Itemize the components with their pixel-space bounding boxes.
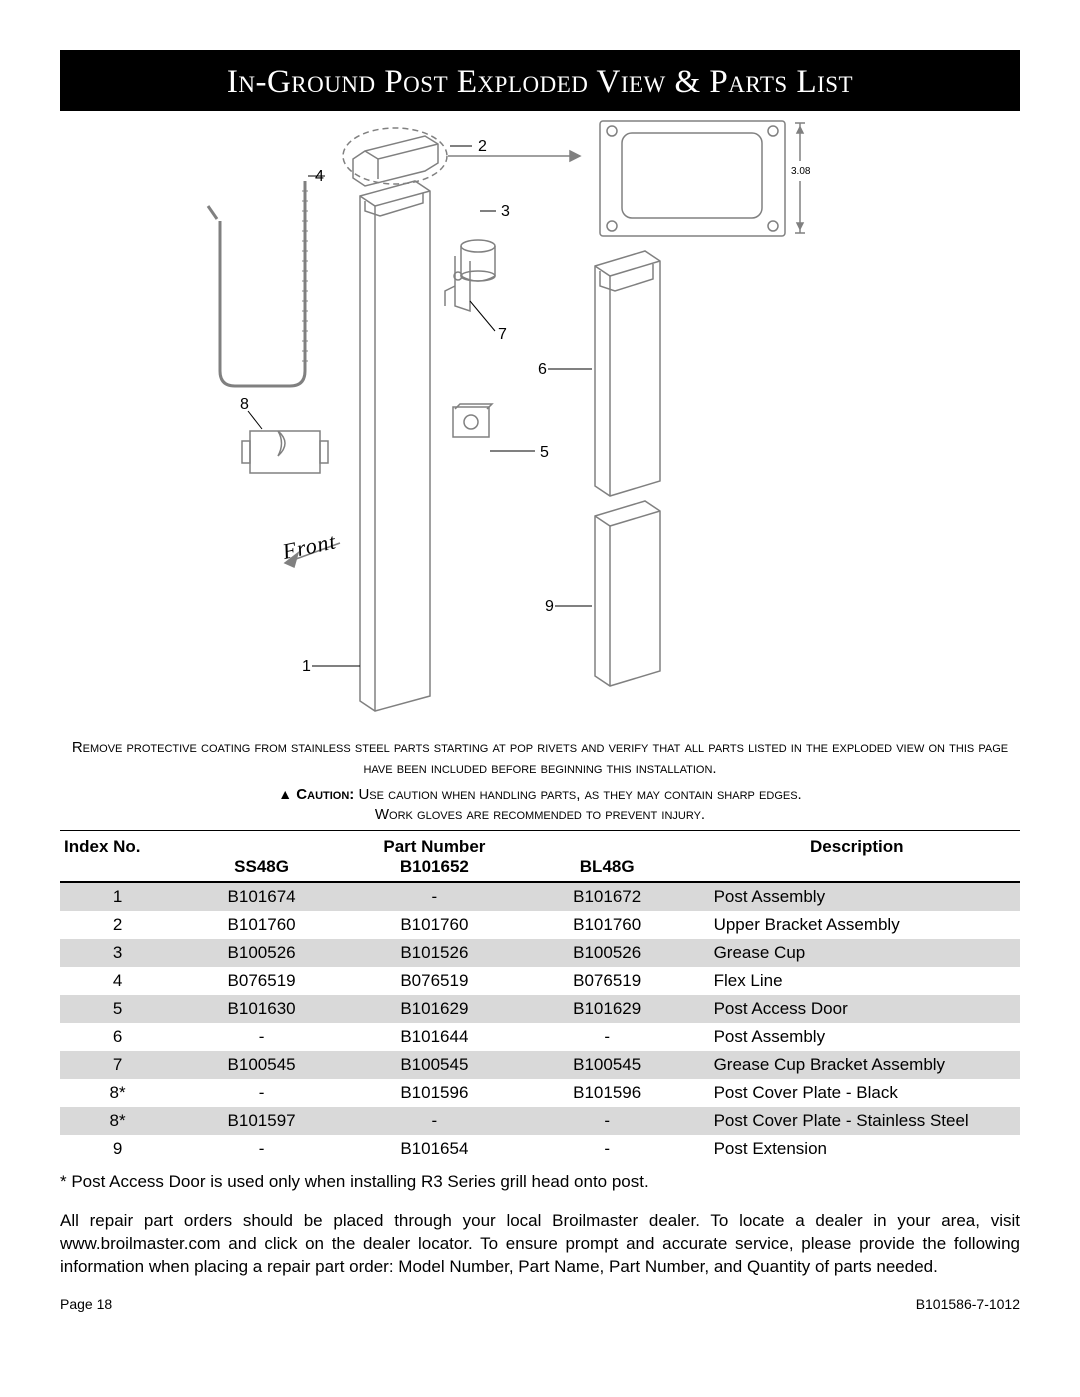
caution-body: Use caution when handling parts, as they… (354, 786, 801, 803)
page-title: In-Ground Post Exploded View & Parts Lis… (60, 50, 1020, 111)
parts-table: Index No. Part Number Description SS48G … (60, 830, 1020, 1163)
cell-index: 6 (60, 1023, 175, 1051)
cell-b101652: - (348, 1107, 521, 1135)
cell-bl48g: - (521, 1023, 694, 1051)
cell-b101652: B101644 (348, 1023, 521, 1051)
cell-bl48g: B076519 (521, 967, 694, 995)
cell-desc: Grease Cup Bracket Assembly (694, 1051, 1020, 1079)
table-row: 2B101760B101760B101760Upper Bracket Asse… (60, 911, 1020, 939)
caution-prefix: Caution: (296, 786, 354, 803)
warning-icon: ▲ (278, 786, 292, 802)
cell-ss48g: B100526 (175, 939, 348, 967)
cell-index: 5 (60, 995, 175, 1023)
cell-desc: Post Cover Plate - Black (694, 1079, 1020, 1107)
cell-index: 2 (60, 911, 175, 939)
table-row: 1B101674-B101672Post Assembly (60, 882, 1020, 911)
cell-bl48g: B101629 (521, 995, 694, 1023)
cell-index: 8* (60, 1107, 175, 1135)
th-desc: Description (694, 830, 1020, 857)
cell-index: 4 (60, 967, 175, 995)
cell-ss48g: B101630 (175, 995, 348, 1023)
cell-ss48g: B101597 (175, 1107, 348, 1135)
cell-desc: Flex Line (694, 967, 1020, 995)
cell-bl48g: B101760 (521, 911, 694, 939)
note-text: Remove protective coating from stainless… (60, 737, 1020, 779)
th-part: Part Number (175, 830, 693, 857)
cell-desc: Post Assembly (694, 882, 1020, 911)
cell-desc: Post Extension (694, 1135, 1020, 1163)
cell-index: 8* (60, 1079, 175, 1107)
cell-desc: Post Cover Plate - Stainless Steel (694, 1107, 1020, 1135)
cell-ss48g: - (175, 1079, 348, 1107)
cell-desc: Post Access Door (694, 995, 1020, 1023)
cell-ss48g: B100545 (175, 1051, 348, 1079)
cell-index: 3 (60, 939, 175, 967)
callout-4: 4 (315, 168, 324, 185)
cell-b101652: - (348, 882, 521, 911)
page-number: Page 18 (60, 1296, 112, 1312)
footnote-2: All repair part orders should be placed … (60, 1210, 1020, 1279)
cell-b101652: B100545 (348, 1051, 521, 1079)
front-label: Front (282, 531, 362, 561)
table-row: 4B076519B076519B076519Flex Line (60, 967, 1020, 995)
callout-5: 5 (540, 444, 549, 461)
callout-9: 9 (545, 598, 554, 615)
caution-body-2: Work gloves are recommended to prevent i… (375, 806, 705, 823)
th-index: Index No. (60, 830, 175, 857)
cell-ss48g: - (175, 1135, 348, 1163)
cell-bl48g: - (521, 1107, 694, 1135)
doc-number: B101586-7-1012 (916, 1296, 1020, 1312)
callout-8: 8 (240, 396, 249, 413)
table-row: 8*-B101596B101596Post Cover Plate - Blac… (60, 1079, 1020, 1107)
cell-index: 9 (60, 1135, 175, 1163)
table-row: 9-B101654-Post Extension (60, 1135, 1020, 1163)
table-row: 5B101630B101629B101629Post Access Door (60, 995, 1020, 1023)
th-b101652: B101652 (348, 857, 521, 882)
callout-3: 3 (501, 203, 510, 220)
cell-b101652: B101654 (348, 1135, 521, 1163)
callout-7: 7 (498, 326, 507, 343)
callout-2: 2 (478, 138, 487, 155)
cell-index: 1 (60, 882, 175, 911)
cell-bl48g: - (521, 1135, 694, 1163)
table-row: 7B100545B100545B100545Grease Cup Bracket… (60, 1051, 1020, 1079)
cell-ss48g: - (175, 1023, 348, 1051)
cell-desc: Upper Bracket Assembly (694, 911, 1020, 939)
cell-ss48g: B076519 (175, 967, 348, 995)
cell-bl48g: B100526 (521, 939, 694, 967)
cell-b101652: B101526 (348, 939, 521, 967)
cell-index: 7 (60, 1051, 175, 1079)
table-row: 6-B101644-Post Assembly (60, 1023, 1020, 1051)
cell-ss48g: B101760 (175, 911, 348, 939)
cell-desc: Grease Cup (694, 939, 1020, 967)
cell-b101652: B076519 (348, 967, 521, 995)
callout-1: 1 (302, 658, 311, 675)
caution-text: ▲ Caution: Use caution when handling par… (60, 785, 1020, 826)
th-bl48g: BL48G (521, 857, 694, 882)
cell-b101652: B101629 (348, 995, 521, 1023)
cell-b101652: B101760 (348, 911, 521, 939)
cell-bl48g: B101672 (521, 882, 694, 911)
table-row: 3B100526B101526B100526Grease Cup (60, 939, 1020, 967)
dimension-label: 3.08 (791, 166, 811, 177)
callout-6: 6 (538, 361, 547, 378)
cell-b101652: B101596 (348, 1079, 521, 1107)
th-ss48g: SS48G (175, 857, 348, 882)
table-row: 8*B101597--Post Cover Plate - Stainless … (60, 1107, 1020, 1135)
cell-desc: Post Assembly (694, 1023, 1020, 1051)
cell-ss48g: B101674 (175, 882, 348, 911)
footnote-1: * Post Access Door is used only when ins… (60, 1171, 1020, 1194)
exploded-diagram: 2 4 3 7 6 5 8 9 1 3.08 Front (60, 111, 1020, 731)
cell-bl48g: B100545 (521, 1051, 694, 1079)
cell-bl48g: B101596 (521, 1079, 694, 1107)
